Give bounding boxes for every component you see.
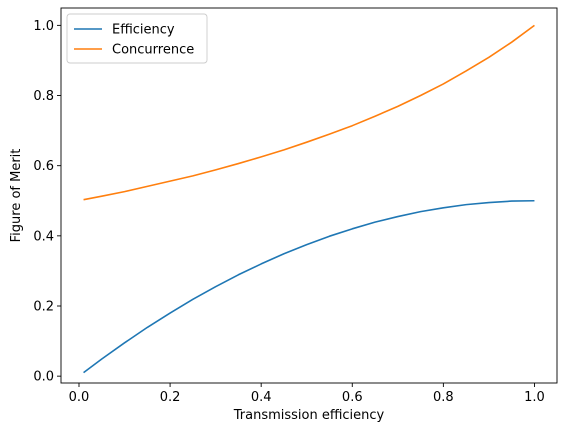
x-tick-label: 0.0 — [69, 390, 90, 405]
legend: Efficiency Concurrence — [66, 13, 208, 64]
x-tick-label: 0.4 — [251, 390, 272, 405]
x-tick-label: 0.2 — [160, 390, 181, 405]
x-tick-label: 1.0 — [524, 390, 545, 405]
x-tick-label: 0.6 — [342, 390, 363, 405]
plot-layer — [83, 24, 535, 374]
y-axis-label: Figure of Merit — [9, 149, 24, 243]
y-tick-label: 0.2 — [33, 300, 54, 315]
series-line-efficiency — [83, 199, 535, 374]
axes-layer: 0.0 0.2 0.4 0.6 0.8 1.0 0.0 0.2 0.4 0.6 0.8 1.0 Tran… — [9, 7, 558, 423]
y-tick-label: 0.8 — [33, 89, 54, 104]
y-tick-label: 1.0 — [33, 19, 54, 34]
y-tick-label: 0.6 — [33, 159, 54, 174]
legend-label-efficiency: Efficiency — [112, 23, 175, 38]
axes-frame — [60, 7, 558, 384]
legend-label-concurrence: Concurrence — [112, 43, 194, 58]
x-tick-label: 0.8 — [433, 390, 454, 405]
series-line-concurrence — [83, 24, 535, 201]
y-tick-label: 0.4 — [33, 229, 54, 244]
legend-box — [66, 13, 208, 64]
x-axis-label: Transmission efficiency — [233, 408, 385, 423]
y-tick-label: 0.0 — [33, 370, 54, 385]
